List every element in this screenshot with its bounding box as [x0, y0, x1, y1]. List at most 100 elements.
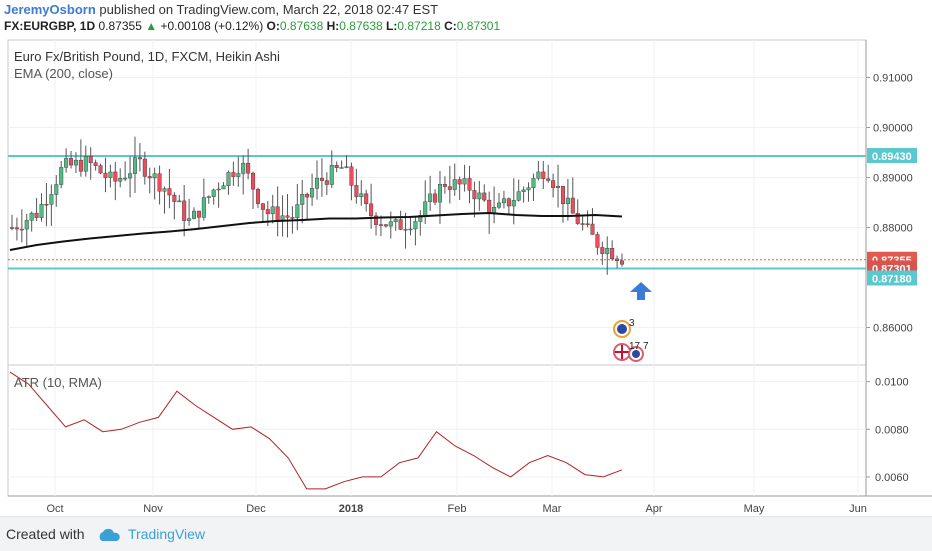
- atr-y-tick-label: 0.0060: [875, 472, 909, 484]
- candle-body: [428, 193, 433, 202]
- candle-body: [54, 184, 59, 195]
- candle-body: [413, 221, 418, 230]
- candle-body: [433, 193, 438, 203]
- candle-body: [260, 203, 265, 210]
- horizontal-lines: [8, 155, 866, 270]
- y-tick-label: 0.89000: [873, 173, 913, 185]
- candle-body: [506, 198, 511, 207]
- candle-body: [605, 248, 610, 254]
- candle-body: [275, 206, 280, 222]
- candle-body: [201, 197, 206, 218]
- candles-group: [9, 136, 625, 275]
- event-badge-count-1: 3: [629, 318, 635, 329]
- candle-body: [521, 189, 526, 192]
- candle-body: [14, 227, 19, 230]
- resistance-price-box: [867, 148, 917, 163]
- y-tick-label: 0.86000: [873, 323, 913, 335]
- gridlines: [8, 40, 866, 496]
- candle-body: [137, 157, 142, 160]
- candle-body: [182, 200, 187, 221]
- candle-body: [251, 173, 256, 190]
- price-pane-frame: [7, 39, 867, 366]
- candle-body: [447, 186, 452, 190]
- candle-body: [501, 198, 506, 204]
- candle-body: [226, 172, 231, 186]
- ema-legend: EMA (200, close): [14, 66, 113, 81]
- uk-flag-cross: [615, 345, 629, 359]
- candle-body: [615, 258, 620, 262]
- candle-body: [324, 180, 329, 185]
- candle-body: [467, 178, 472, 191]
- x-tick-labels: Oct Nov Dec 2018 Feb Mar Apr May Jun: [46, 503, 866, 515]
- publish-line: JeremyOsborn published on TradingView.co…: [4, 2, 438, 17]
- candle-body: [221, 185, 226, 190]
- atr-legend: ATR (10, RMA): [14, 375, 102, 390]
- candle-body: [620, 260, 625, 265]
- candle-body: [452, 179, 457, 190]
- candle-body: [24, 220, 29, 230]
- candle-body: [270, 206, 275, 215]
- x-tick-label: May: [744, 503, 765, 515]
- chart-canvas[interactable]: 0.91000 0.90000 0.89000 0.88000 0.86000 0.010…: [0, 0, 932, 516]
- candle-body: [487, 199, 492, 214]
- candle-body: [536, 171, 541, 179]
- candle-body: [265, 209, 270, 215]
- candle-body: [78, 159, 83, 172]
- candle-body: [408, 228, 413, 231]
- candle-body: [152, 173, 157, 179]
- candle-body: [177, 200, 182, 203]
- high-label: H:: [326, 19, 340, 33]
- tradingview-brand-link[interactable]: TradingView: [128, 526, 206, 542]
- candle-body: [369, 203, 374, 217]
- high-value: 0.87638: [339, 19, 383, 33]
- y-tick-label: 0.91000: [873, 73, 913, 85]
- candle-body: [255, 188, 260, 204]
- candle-body: [196, 210, 201, 218]
- candle-body: [388, 221, 393, 227]
- chart-title: Euro Fx/British Pound, 1D, FXCM, Heikin …: [14, 49, 280, 64]
- candle-body: [595, 234, 600, 248]
- candle-body: [73, 159, 78, 166]
- author-link[interactable]: JeremyOsborn: [4, 2, 96, 17]
- symbol[interactable]: FX:EURGBP, 1D: [4, 19, 96, 33]
- atr-polyline: [9, 371, 623, 490]
- candle-body: [472, 190, 477, 200]
- x-tick-label: Nov: [143, 503, 163, 515]
- published-text: published on TradingView.com, March 22, …: [99, 2, 439, 17]
- candle-body: [295, 204, 300, 219]
- close-value: 0.87301: [456, 19, 501, 33]
- candle-body: [49, 194, 54, 205]
- resistance-price-label: 0.89430: [872, 151, 912, 163]
- candle-body: [585, 223, 590, 225]
- candle-body: [206, 196, 211, 198]
- candle-body: [462, 178, 467, 185]
- eu-flag-inner: [617, 324, 627, 334]
- up-triangle-icon: ▲: [145, 19, 158, 33]
- candle-body: [300, 194, 305, 205]
- candle-body: [560, 186, 565, 205]
- change-value: +0.00108 (+0.12%): [160, 19, 264, 33]
- candle-body: [285, 215, 290, 218]
- candle-body: [19, 228, 24, 231]
- candle-body: [172, 194, 177, 202]
- candle-body: [334, 165, 339, 168]
- candle-body: [83, 156, 88, 172]
- support-price-box: [867, 270, 917, 286]
- candle-body: [398, 219, 403, 230]
- candle-body: [315, 177, 320, 189]
- candle-body: [231, 172, 236, 177]
- candle-body: [329, 165, 334, 185]
- events-group[interactable]: 3 17 7: [613, 318, 649, 362]
- candle-body: [162, 188, 167, 192]
- candle-body: [108, 171, 113, 178]
- candle-body: [147, 176, 152, 179]
- open-value: 0.87638: [279, 19, 324, 33]
- candle-body: [590, 223, 595, 235]
- atr-y-tick-label: 0.0100: [875, 377, 909, 389]
- candle-body: [98, 165, 103, 174]
- candle-body: [526, 187, 531, 191]
- candle-body: [442, 184, 447, 187]
- tradingview-cloud-icon: [99, 528, 120, 541]
- eu-flag-inner-2: [632, 350, 640, 358]
- candle-body: [290, 217, 295, 219]
